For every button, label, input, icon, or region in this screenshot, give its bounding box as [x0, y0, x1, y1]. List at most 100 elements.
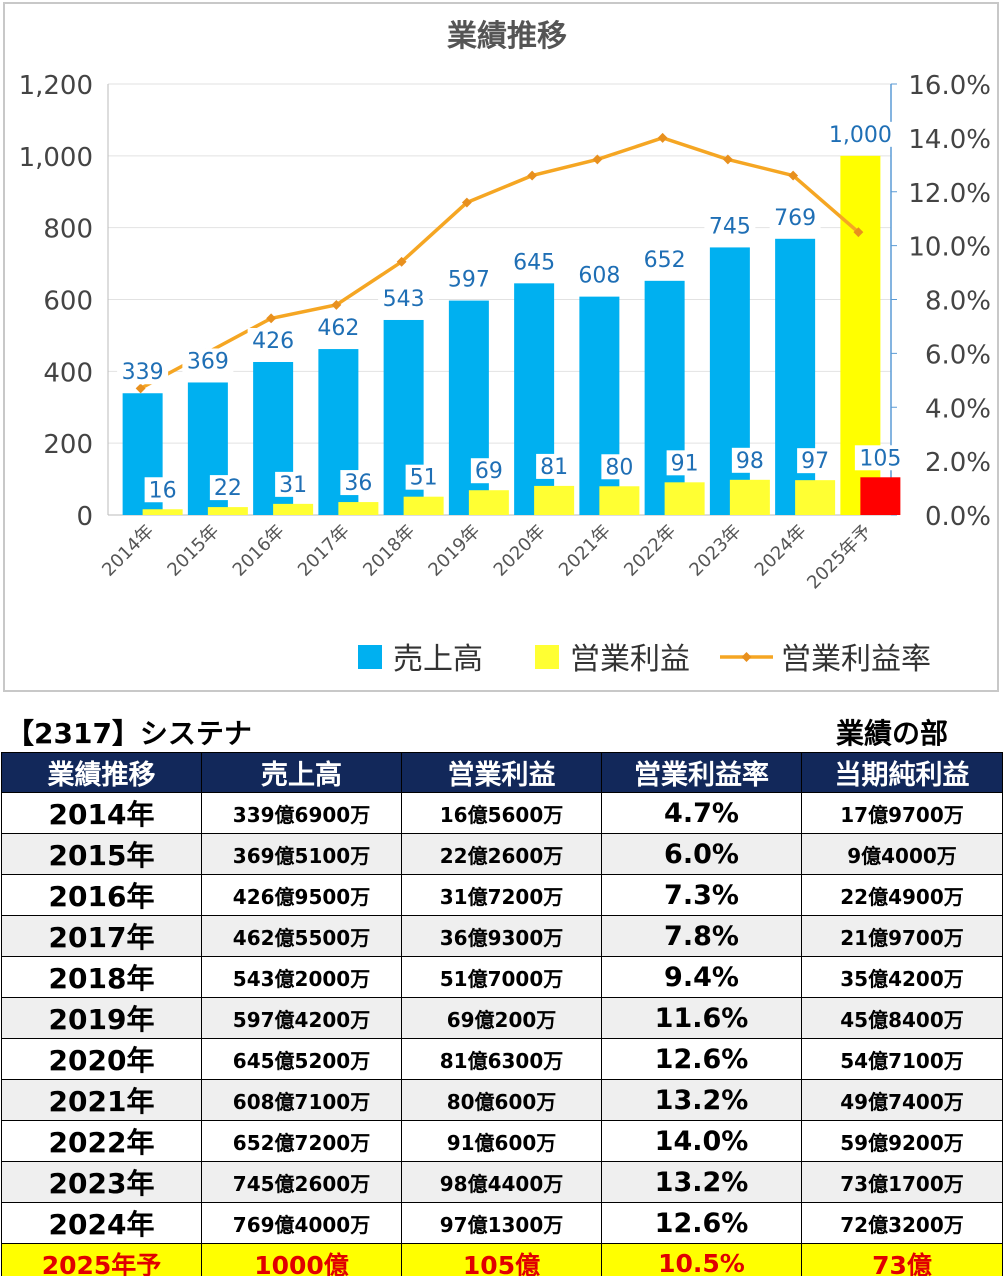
x-tick-label: 2017年: [294, 521, 354, 581]
cell-operating-margin: 12.6%: [601, 1202, 802, 1244]
sales-data-label: 608: [578, 264, 620, 289]
y-tick-label-left: 1,200: [19, 71, 93, 101]
cell-net-income: 21億9700万: [801, 915, 1003, 957]
operating-margin-line: [139, 136, 860, 390]
operating-margin-point: [527, 170, 538, 181]
column-header-net-income: 当期純利益: [801, 752, 1003, 793]
section-label: 業績の部: [836, 717, 949, 750]
operating-profit-bar: [142, 509, 183, 515]
performance-table: 業績推移 売上高 営業利益 営業利益率 当期純利益 2014年 339億6900万…: [1, 752, 1003, 1276]
y-tick-label-left: 0: [76, 502, 93, 532]
x-tick-label: 2014年: [98, 521, 158, 581]
sales-label-bg: [769, 204, 821, 230]
cell-net-income: 35億4200万: [801, 956, 1003, 998]
operating-profit-bar: [534, 485, 575, 515]
table-row: 2017年 462億5500万 36億9300万 7.8% 21億9700万: [1, 915, 1003, 957]
operating-profit-label-bg: [731, 447, 768, 473]
cell-net-income: 73億1700万: [801, 1161, 1003, 1203]
chart-panel: 業績推移 0 200 400 600 800 1,000 1,200 0.0% 2.0% 4.0% 6…: [3, 2, 999, 692]
sales-bar: [709, 247, 750, 515]
operating-profit-data-label: 31: [279, 473, 307, 498]
x-tick-label: 2016年: [229, 521, 289, 581]
cell-year: 2016年: [1, 874, 202, 916]
cell-operating-profit: 36億9300万: [401, 915, 602, 957]
cell-operating-margin: 11.6%: [601, 997, 802, 1039]
operating-margin-point: [788, 170, 799, 181]
cell-operating-margin: 6.0%: [601, 833, 802, 875]
cell-net-income: 45億8400万: [801, 997, 1003, 1039]
operating-profit-label-bg: [209, 475, 246, 501]
cell-sales: 369億5100万: [201, 833, 402, 875]
sales-label-bg: [182, 348, 234, 374]
cell-operating-margin: 4.7%: [601, 792, 802, 834]
operating-profit-bar: [207, 507, 248, 515]
sales-data-label: 597: [448, 268, 490, 293]
y-tick-label-right: 16.0%: [908, 71, 991, 101]
sales-label-bg: [704, 213, 756, 239]
sales-label-bg: [378, 285, 430, 311]
cell-sales: 426億9500万: [201, 874, 402, 916]
operating-profit-data-label: 105: [859, 446, 901, 471]
operating-profit-data-label: 81: [540, 455, 568, 480]
cell-operating-margin: 9.4%: [601, 956, 802, 998]
cell-year: 2020年: [1, 1038, 202, 1080]
cell-year: 2023年: [1, 1161, 202, 1203]
sales-label-bg: [639, 246, 691, 272]
x-tick-label: 2025年予: [803, 521, 876, 594]
operating-profit-bar: [599, 486, 640, 515]
operating-profit-label-bg: [797, 448, 834, 474]
sales-data-label: 652: [644, 248, 686, 273]
y-tick-label-right: 6.0%: [925, 340, 991, 370]
cell-net-income: 49億7400万: [801, 1079, 1003, 1121]
cell-operating-profit: 31億7200万: [401, 874, 602, 916]
table-row: 2019年 597億4200万 69億200万 11.6% 45億8400万: [1, 997, 1003, 1039]
cell-sales: 339億6900万: [201, 792, 402, 834]
operating-profit-data-label: 91: [671, 451, 699, 476]
performance-chart: 業績推移 0 200 400 600 800 1,000 1,200 0.0% 2.0% 4.0% 6…: [19, 19, 991, 677]
legend-label-operating-profit: 営業利益: [570, 642, 690, 677]
y-tick-label-left: 400: [43, 358, 93, 388]
cell-operating-profit: 80億600万: [401, 1079, 602, 1121]
operating-profit-bar: [664, 482, 705, 515]
sales-label-bg: [508, 249, 560, 275]
cell-sales: 608億7100万: [201, 1079, 402, 1121]
y-tick-label-left: 600: [43, 287, 93, 317]
operating-profit-data-label: 69: [475, 459, 503, 484]
cell-year: 2014年: [1, 792, 202, 834]
legend-label-operating-margin: 営業利益率: [781, 642, 931, 677]
company-code-title: 【2317】システナ: [6, 717, 252, 750]
table-row: 2024年 769億4000万 97億1300万 12.6% 72億3200万: [1, 1202, 1003, 1244]
cell-year: 2015年: [1, 833, 202, 875]
x-tick-label: 2022年: [620, 521, 680, 581]
x-tick-label: 2024年: [751, 521, 811, 581]
sales-label-bg: [312, 315, 364, 341]
y-tick-label-right: 2.0%: [925, 448, 991, 478]
y-tick-label-right: 12.0%: [908, 179, 991, 209]
cell-sales: 462億5500万: [201, 915, 402, 957]
legend-label-sales: 売上高: [393, 642, 483, 677]
cell-net-income: 59億9200万: [801, 1120, 1003, 1162]
cell-operating-profit: 105億: [401, 1243, 602, 1276]
operating-profit-data-label: 98: [736, 449, 764, 474]
cell-net-income: 54億7100万: [801, 1038, 1003, 1080]
cell-operating-margin: 13.2%: [601, 1161, 802, 1203]
table-row: 2022年 652億7200万 91億600万 14.0% 59億9200万: [1, 1120, 1003, 1162]
cell-net-income: 73億: [801, 1243, 1003, 1276]
table-row: 2023年 745億2600万 98億4400万 13.2% 73億1700万: [1, 1161, 1003, 1203]
cell-year: 2024年: [1, 1202, 202, 1244]
operating-profit-label-bg: [144, 477, 181, 503]
cell-operating-profit: 97億1300万: [401, 1202, 602, 1244]
cell-operating-profit: 69億200万: [401, 997, 602, 1039]
operating-profit-bar: [338, 502, 379, 515]
cell-sales: 745億2600万: [201, 1161, 402, 1203]
operating-profit-bar: [403, 496, 444, 515]
y-tick-label-left: 1,000: [19, 143, 93, 173]
operating-profit-data-label: 51: [410, 466, 438, 491]
x-tick-label: 2015年: [163, 521, 223, 581]
sales-data-label: 339: [122, 360, 164, 385]
operating-profit-data-label: 16: [149, 478, 177, 503]
operating-profit-label-bg: [275, 471, 312, 497]
y-tick-label-right: 14.0%: [908, 125, 991, 155]
table-row: 2021年 608億7100万 80億600万 13.2% 49億7400万: [1, 1079, 1003, 1121]
cell-operating-margin: 7.8%: [601, 915, 802, 957]
